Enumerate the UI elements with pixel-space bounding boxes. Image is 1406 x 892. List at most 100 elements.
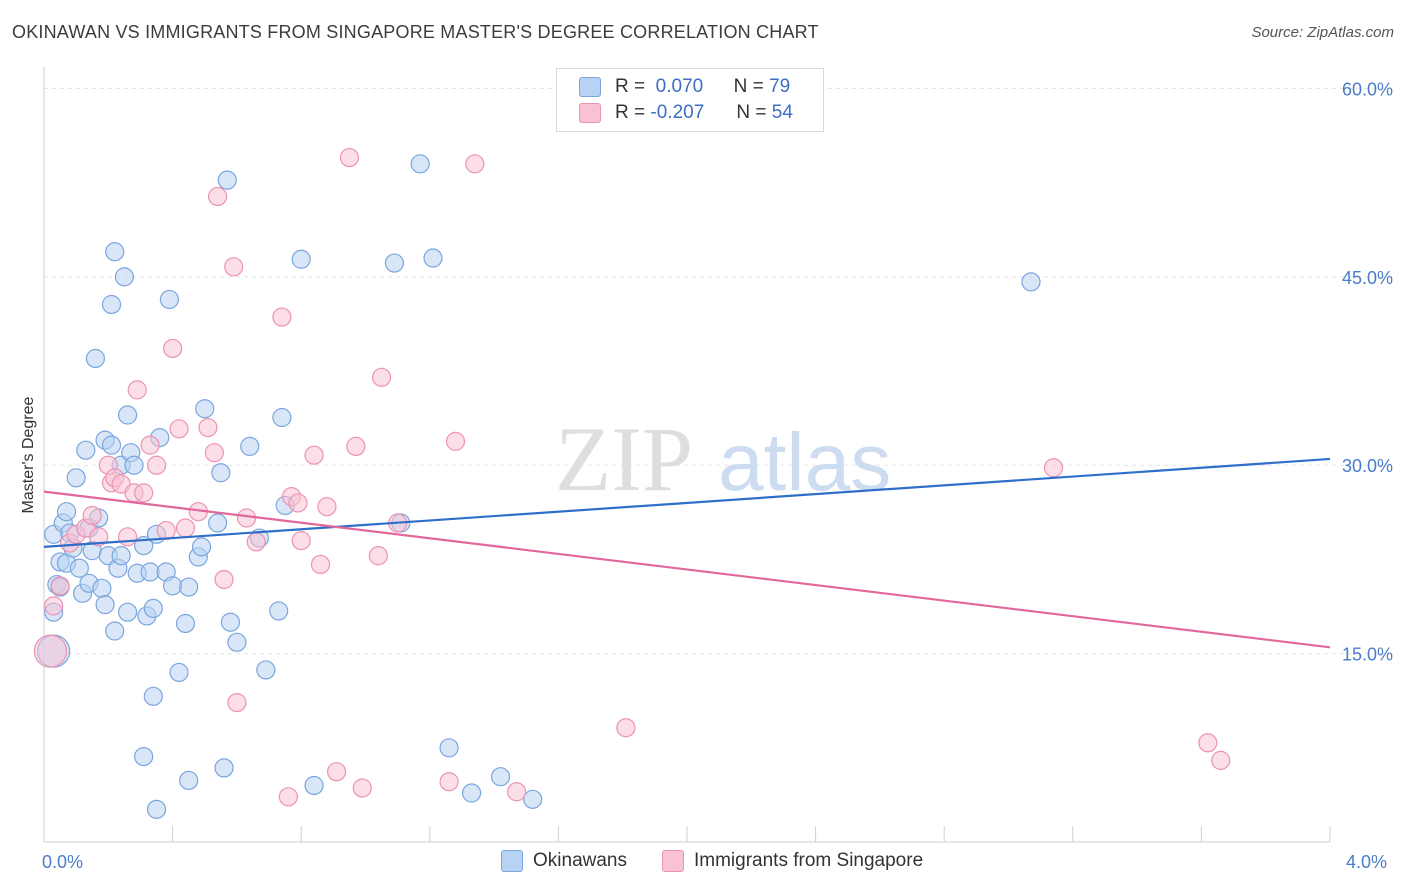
- x-tick-min: 0.0%: [42, 852, 84, 872]
- point-0-71: [1021, 272, 1041, 292]
- legend-item-singapore[interactable]: Immigrants from Singapore: [662, 850, 923, 872]
- point-1-7: [89, 527, 109, 547]
- point-1-20: [169, 419, 189, 439]
- point-1-16: [140, 435, 160, 455]
- point-0-28: [114, 267, 134, 287]
- point-0-58: [269, 601, 289, 621]
- point-1-0: [33, 634, 68, 668]
- point-1-23: [198, 417, 218, 438]
- y-tick-label-3: 60.0%: [1342, 79, 1393, 99]
- point-0-24: [105, 242, 125, 262]
- watermark-atlas: atlas: [718, 417, 891, 508]
- point-1-21: [175, 518, 196, 538]
- point-0-77: [214, 758, 234, 778]
- point-1-43: [368, 546, 388, 566]
- legend-n-label: N =: [736, 102, 767, 123]
- point-1-26: [214, 569, 234, 590]
- series-legend: Okinawans Immigrants from Singapore: [0, 850, 1406, 878]
- point-0-49: [195, 399, 215, 419]
- point-1-14: [127, 380, 147, 400]
- point-0-32: [124, 455, 144, 475]
- point-0-76: [179, 770, 199, 791]
- point-0-42: [159, 289, 179, 310]
- legend-n-value-okinawans: 79: [769, 76, 791, 97]
- point-1-37: [310, 554, 331, 575]
- watermark-zip: ZIP: [555, 408, 693, 510]
- point-1-25: [208, 186, 228, 207]
- point-1-39: [326, 762, 347, 782]
- y-tick-label-0: 15.0%: [1342, 645, 1393, 665]
- point-1-17: [146, 455, 167, 475]
- legend-n-value-singapore: 54: [771, 102, 793, 123]
- point-0-54: [227, 632, 247, 652]
- y-tick-label-2: 45.0%: [1342, 268, 1393, 288]
- point-0-46: [179, 577, 199, 597]
- point-1-19: [163, 338, 183, 359]
- point-0-65: [410, 154, 430, 174]
- point-0-8: [66, 468, 86, 488]
- legend-row-okinawans: R = 0.070 N = 79: [579, 75, 790, 99]
- point-0-17: [92, 578, 112, 598]
- legend-r-value-singapore: -0.207: [650, 102, 705, 123]
- point-1-30: [246, 532, 266, 552]
- point-1-6: [82, 505, 102, 526]
- point-0-37: [143, 598, 163, 619]
- point-0-38: [143, 686, 163, 706]
- legend-r-value-okinawans: 0.070: [655, 76, 704, 97]
- point-1-15: [134, 483, 154, 503]
- point-0-29: [117, 405, 138, 425]
- point-1-41: [346, 436, 366, 456]
- point-1-40: [339, 147, 360, 168]
- point-1-51: [1043, 458, 1064, 478]
- legend-r-label: R =: [615, 102, 646, 123]
- point-1-35: [291, 530, 311, 551]
- point-0-27: [111, 546, 131, 566]
- point-0-36: [140, 562, 160, 582]
- point-0-75: [146, 799, 167, 819]
- point-1-36: [304, 445, 324, 465]
- point-1-12: [117, 527, 138, 547]
- point-1-48: [465, 154, 485, 174]
- stats-legend: R = 0.070 N = 79 R = -0.207 N = 54: [556, 68, 824, 132]
- point-1-49: [507, 782, 527, 802]
- legend-label-okinawans: Okinawans: [533, 850, 627, 871]
- point-0-23: [105, 621, 125, 641]
- y-tick-label-1: 30.0%: [1342, 456, 1393, 476]
- point-1-24: [204, 443, 224, 463]
- point-0-22: [101, 294, 122, 315]
- point-1-32: [278, 787, 298, 807]
- singapore-points: [33, 147, 1231, 807]
- point-0-48: [191, 537, 212, 557]
- grid-lines: [44, 87, 1392, 655]
- point-0-63: [384, 253, 405, 273]
- point-1-38: [317, 497, 337, 517]
- point-0-44: [169, 662, 189, 683]
- point-1-44: [371, 367, 392, 387]
- point-0-21: [101, 435, 122, 455]
- trend-line-1: [43, 490, 1331, 649]
- point-0-50: [208, 513, 228, 533]
- point-0-30: [117, 602, 138, 622]
- point-1-2: [50, 576, 70, 596]
- legend-item-okinawans[interactable]: Okinawans: [501, 850, 627, 872]
- legend-r-label: R =: [615, 76, 646, 97]
- legend-swatch-pink: [579, 103, 601, 123]
- okinawans-points: [37, 154, 1041, 819]
- point-0-51: [211, 463, 231, 483]
- point-1-53: [1211, 750, 1231, 770]
- source-label: Source: ZipAtlas.com: [1251, 24, 1394, 41]
- chart-title: OKINAWAN VS IMMIGRANTS FROM SINGAPORE MA…: [12, 22, 819, 42]
- point-1-31: [272, 307, 292, 327]
- point-0-11: [76, 440, 96, 460]
- legend-label-singapore: Immigrants from Singapore: [694, 850, 924, 871]
- point-0-66: [423, 248, 443, 268]
- legend-row-singapore: R = -0.207 N = 54: [579, 101, 793, 125]
- point-0-70: [523, 789, 543, 809]
- point-1-42: [352, 778, 372, 798]
- point-1-52: [1198, 733, 1218, 753]
- y-axis-label: Master's Degree: [20, 396, 37, 513]
- point-0-43: [163, 576, 183, 596]
- point-0-4: [56, 502, 77, 522]
- point-1-18: [156, 520, 176, 541]
